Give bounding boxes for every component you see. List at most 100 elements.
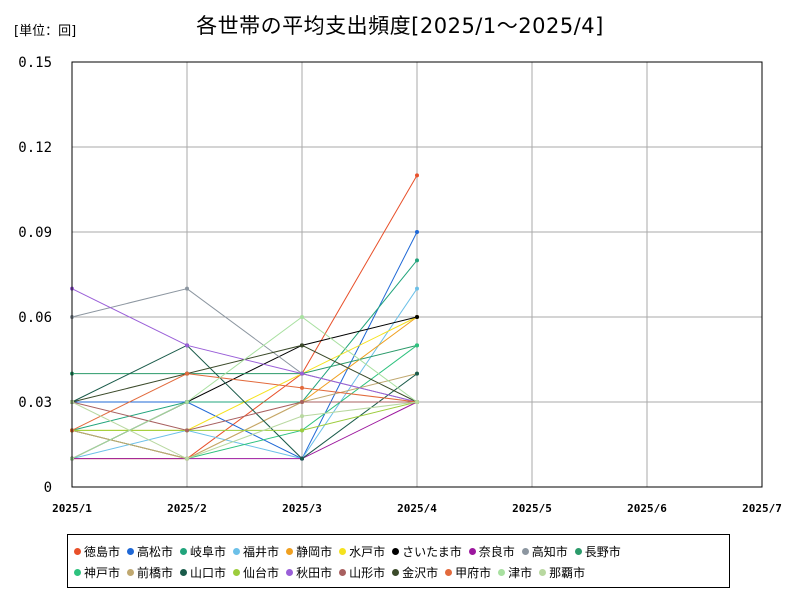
legend-label: 長野市 <box>584 545 621 559</box>
series-line <box>71 401 417 431</box>
legend-marker-icon <box>180 548 188 555</box>
legend-label: 那覇市 <box>549 566 586 580</box>
x-tick-label: 2025/2 <box>167 502 207 515</box>
legend-marker-icon <box>339 548 347 555</box>
data-point <box>185 286 189 291</box>
grid-lines <box>72 62 762 487</box>
series-line <box>71 373 418 431</box>
legend-label: さいたま市 <box>402 545 462 559</box>
series-line <box>72 231 418 460</box>
legend-item: 水戸市 <box>339 543 385 560</box>
legend-marker-icon <box>498 569 506 576</box>
series-line <box>72 401 418 460</box>
x-tick-label: 2025/1 <box>52 502 92 515</box>
legend-label: 山形市 <box>349 566 386 580</box>
legend-label: 高松市 <box>137 545 174 559</box>
legend-label: 甲府市 <box>455 566 492 580</box>
data-point <box>300 343 304 348</box>
legend-label: 徳島市 <box>84 545 121 559</box>
data-point <box>415 371 419 376</box>
data-point <box>300 456 304 461</box>
legend-label: 前橋市 <box>137 566 174 580</box>
x-tick-label: 2025/7 <box>742 502 782 515</box>
y-tick-label: 0.12 <box>18 140 52 156</box>
data-point <box>185 456 189 461</box>
legend-item: 高知市 <box>521 543 568 560</box>
legend-label: 神戸市 <box>84 566 121 580</box>
legend-marker-icon <box>339 569 347 576</box>
legend-item: 静岡市 <box>286 543 332 560</box>
legend-item: 金沢市 <box>392 564 438 581</box>
x-tick-label: 2025/3 <box>282 502 322 515</box>
legend-marker-icon <box>392 569 400 576</box>
legend-marker-icon <box>127 548 135 555</box>
legend-item: 神戸市 <box>74 564 120 581</box>
legend-label: 奈良市 <box>478 545 515 559</box>
legend-marker-icon <box>180 569 188 576</box>
legend-marker-icon <box>233 569 241 576</box>
legend-item: 岐阜市 <box>180 543 226 560</box>
line-chart: 0 0.03 0.06 0.09 0.12 0.15 2025/1 2025/2 2025/3… <box>18 55 782 515</box>
legend-marker-icon <box>74 569 81 576</box>
legend-item: 奈良市 <box>468 543 515 560</box>
legend-marker-icon <box>392 548 400 555</box>
y-tick-label: 0.03 <box>18 395 52 411</box>
data-point <box>185 428 189 433</box>
y-tick-label: 0.15 <box>18 55 52 71</box>
data-point <box>415 258 419 263</box>
x-tick-label: 2025/6 <box>627 502 667 515</box>
legend-item: 長野市 <box>574 543 621 560</box>
data-point <box>415 230 419 234</box>
data-point <box>415 173 419 178</box>
legend-label: 津市 <box>508 566 533 580</box>
legend-label: 水戸市 <box>349 545 386 559</box>
y-axis-ticks: 0 0.03 0.06 0.09 0.12 0.15 <box>18 55 52 496</box>
legend-marker-icon <box>233 548 241 555</box>
legend-label: 仙台市 <box>243 566 280 580</box>
legend-marker-icon <box>445 569 453 576</box>
series-points <box>70 173 419 461</box>
series-line <box>71 288 418 403</box>
data-point <box>415 343 419 348</box>
legend-label: 金沢市 <box>402 566 439 580</box>
legend-item: 津市 <box>498 564 532 581</box>
legend-row: 徳島市 高松市 岐阜市 福井市 静岡市 水戸市 さいたま市 奈良市 高知市 長野市 <box>74 541 729 562</box>
legend-marker-icon <box>521 548 529 555</box>
y-tick-label: 0.06 <box>18 310 52 326</box>
legend-item: 高松市 <box>127 543 173 560</box>
plot-frame <box>71 61 763 488</box>
legend-label: 岐阜市 <box>190 545 227 559</box>
legend-item: 那覇市 <box>539 564 585 581</box>
data-point <box>185 343 189 348</box>
series-line <box>71 288 418 403</box>
legend-item: 秋田市 <box>286 564 332 581</box>
chart-title: 各世帯の平均支出頻度[2025/1～2025/4] <box>196 14 604 38</box>
legend-label: 静岡市 <box>296 545 333 559</box>
series-lines <box>71 175 418 460</box>
data-point <box>300 371 304 376</box>
legend-label: 秋田市 <box>296 566 333 580</box>
data-point <box>300 400 304 404</box>
x-tick-label: 2025/4 <box>397 502 437 515</box>
legend-item: 甲府市 <box>445 564 491 581</box>
legend-item: 山形市 <box>339 564 385 581</box>
legend-marker-icon <box>539 569 547 576</box>
legend-marker-icon <box>74 548 81 555</box>
data-point <box>300 315 304 319</box>
legend-row: 神戸市 前橋市 山口市 仙台市 秋田市 山形市 金沢市 甲府市 津市 那覇市 <box>74 562 729 583</box>
legend-marker-icon <box>574 548 582 555</box>
data-point <box>415 400 419 404</box>
series-line <box>71 401 418 460</box>
unit-label: [単位：回] <box>14 24 77 39</box>
legend-marker-icon <box>286 548 294 555</box>
legend-item: さいたま市 <box>392 543 462 560</box>
legend: 徳島市 高松市 岐阜市 福井市 静岡市 水戸市 さいたま市 奈良市 高知市 長野市 神戸市 前橋市 山… <box>67 534 730 588</box>
y-tick-label: 0 <box>44 480 52 496</box>
y-tick-label: 0.09 <box>18 225 52 241</box>
legend-item: 前橋市 <box>127 564 173 581</box>
data-point <box>415 286 419 291</box>
legend-label: 福井市 <box>243 545 280 559</box>
legend-marker-icon <box>286 569 294 576</box>
data-point <box>300 385 304 390</box>
data-point <box>300 428 304 433</box>
